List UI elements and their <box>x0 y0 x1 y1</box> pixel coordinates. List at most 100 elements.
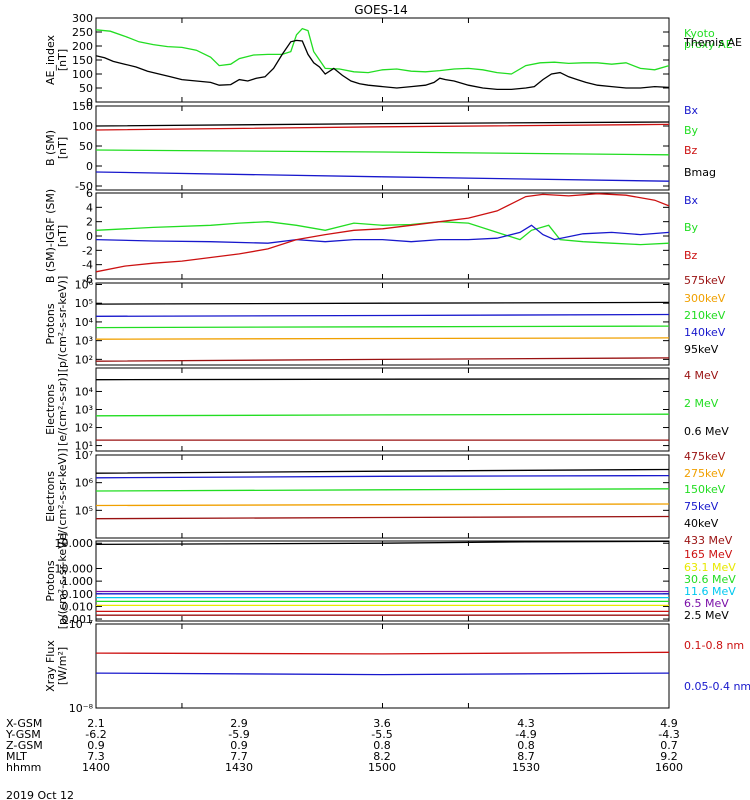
legend-entry: 0.05-0.4 nm <box>684 680 750 693</box>
y-axis-label: B (SM)[nT] <box>44 130 69 166</box>
y-tick-label: 10² <box>75 422 93 435</box>
legend-entry: 6.5 MeV <box>684 597 729 610</box>
chart-title: GOES-14 <box>354 3 408 17</box>
panel-4: 10⁶ 10⁵ 10⁴ 10³ 10² Protons[p/(cm²-s-sr-keV)]… <box>44 274 726 372</box>
orbit-value: 4.3 <box>517 717 535 730</box>
y-tick-label: 10³ <box>75 335 93 348</box>
panel-frame <box>95 282 670 366</box>
y-tick-label: 0 <box>86 230 93 243</box>
legend-entry: Bz <box>684 144 698 157</box>
y-tick-label: 10⁴ <box>75 385 94 398</box>
legend-entry: Bx <box>684 194 699 207</box>
orbit-value: -4.3 <box>658 728 679 741</box>
series-line-blue <box>95 313 670 317</box>
legend-entry: Kyoto proxy AE <box>684 27 733 51</box>
series-line-black <box>95 121 670 127</box>
legend-entry: 210keV <box>684 309 726 322</box>
orbit-value: 1500 <box>368 761 396 774</box>
series-line-black <box>95 378 670 381</box>
y-tick-label: 10⁷ <box>75 449 93 462</box>
legend-entry: 4 MeV <box>684 369 719 382</box>
y-tick-label: -2 <box>82 244 93 257</box>
panel-frame <box>95 367 670 452</box>
legend-entry: 75keV <box>684 500 719 513</box>
series-line-green <box>95 149 670 156</box>
orbit-row-label: Y-GSM <box>5 728 41 741</box>
y-tick-label: 10.000 <box>55 562 94 575</box>
orbit-value: 2.1 <box>87 717 105 730</box>
series-line-green <box>95 27 670 75</box>
panel-frame <box>95 540 670 622</box>
y-tick-label: 0 <box>86 96 93 109</box>
orbit-value: 2.9 <box>230 717 248 730</box>
y-tick-label: 10⁻⁷ <box>69 618 93 631</box>
y-tick-label: 100 <box>72 68 93 81</box>
legend-entry: 0.6 MeV <box>684 425 729 438</box>
orbit-value: 0.9 <box>230 739 248 752</box>
orbit-value: 0.7 <box>660 739 678 752</box>
series-line-blue <box>95 224 670 244</box>
panel-5: 10⁴ 10³ 10² 10¹ Electrons[e/(cm²-s-sr)] 4 MeV… <box>44 367 729 453</box>
legend-entry: 140keV <box>684 326 726 339</box>
series-line-blue <box>95 672 670 676</box>
y-tick-label: 10⁶ <box>75 278 94 291</box>
legend-entry: Themis AE <box>683 36 742 49</box>
y-tick-label: -6 <box>82 273 93 286</box>
panel-frame <box>95 623 670 709</box>
series-line-red <box>95 651 670 655</box>
y-axis-label: Protons[p/(cm²-s-sr-keV)] <box>44 533 69 630</box>
y-tick-label: 4 <box>86 201 93 214</box>
y-tick-label: 10² <box>75 353 93 366</box>
legend-entry: 63.1 MeV <box>684 561 736 574</box>
y-tick-label: 150 <box>72 54 93 67</box>
panel-2: 150 100 50 0 -50 B (SM)[nT] Bx By Bz Bmag <box>44 100 716 193</box>
y-tick-label: 10⁵ <box>75 504 93 517</box>
orbit-value: 4.9 <box>660 717 678 730</box>
y-tick-label: 100 <box>72 120 93 133</box>
y-tick-label: 0.010 <box>62 600 94 613</box>
legend-entry: 433 MeV <box>684 534 733 547</box>
orbit-row-label: Z-GSM <box>6 739 43 752</box>
series-line-green <box>95 488 670 492</box>
panel-7: 10.00010.0001.0000.1000.0100.001Protons[… <box>44 533 736 630</box>
y-tick-label: -4 <box>82 259 93 272</box>
series-line-darkred <box>95 357 670 362</box>
y-tick-label: 200 <box>72 40 93 53</box>
legend-entry: 2 MeV <box>684 397 719 410</box>
y-tick-label: 10⁶ <box>75 477 94 490</box>
legend-entry: 475keV <box>684 450 726 463</box>
orbit-value: 8.2 <box>373 750 391 763</box>
y-tick-label: 50 <box>79 140 93 153</box>
series-line-blue <box>95 474 670 479</box>
panel-frame <box>95 192 670 280</box>
y-tick-label: 150 <box>72 100 93 113</box>
y-tick-label: 10⁵ <box>75 297 93 310</box>
y-tick-label: 10³ <box>75 404 93 417</box>
series-line-blue <box>95 171 670 182</box>
orbit-value: 1600 <box>655 761 683 774</box>
panel-6: 10⁷ 10⁶ 10⁵ Electrons[e/(cm²-s-sr-keV)] 475k… <box>44 448 726 544</box>
series-line-orange <box>95 337 670 340</box>
series-line-black <box>95 468 670 474</box>
legend-entry: 575keV <box>684 274 726 287</box>
orbit-value: 0.9 <box>87 739 105 752</box>
series-line-darkred <box>95 515 670 520</box>
orbit-value: 3.6 <box>373 717 391 730</box>
legend-entry: 0.1-0.8 nm <box>684 639 744 652</box>
legend-entry: By <box>684 221 699 234</box>
y-tick-label: 50 <box>79 82 93 95</box>
series-line-black <box>95 301 670 305</box>
orbit-value: 7.3 <box>87 750 105 763</box>
legend-entry: 300keV <box>684 292 726 305</box>
legend-entry: 95keV <box>684 343 719 356</box>
legend-entry: 150keV <box>684 483 726 496</box>
orbit-value: 0.8 <box>517 739 535 752</box>
series-line-red <box>95 193 670 273</box>
y-tick-label: 6 <box>86 187 93 200</box>
orbit-value: 1400 <box>82 761 110 774</box>
orbit-value: 8.7 <box>517 750 535 763</box>
legend-entry: Bmag <box>684 166 716 179</box>
y-tick-label: 0.100 <box>62 588 94 601</box>
